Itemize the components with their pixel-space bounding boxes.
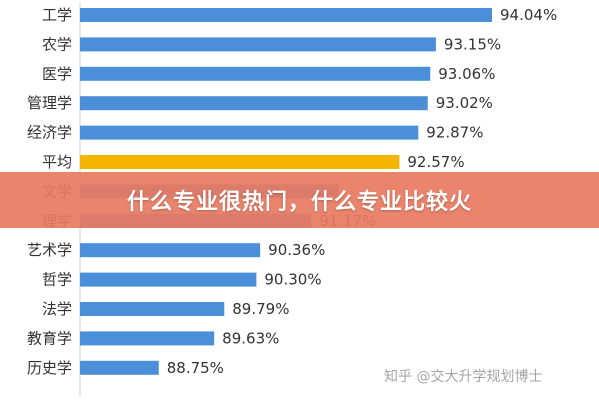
bar-4 <box>80 125 419 140</box>
value-label-3: 93.02% <box>436 94 493 112</box>
value-label-2: 93.06% <box>438 65 495 83</box>
bar-1 <box>80 37 436 52</box>
bar-8 <box>80 243 261 258</box>
bar-9 <box>80 272 257 287</box>
value-label-5: 92.57% <box>407 153 464 171</box>
value-label-11: 89.63% <box>222 329 279 347</box>
category-label-10: 法学 <box>42 300 72 318</box>
category-label-5: 平均 <box>42 153 72 171</box>
bar-12 <box>80 360 159 375</box>
value-label-10: 89.79% <box>232 300 289 318</box>
bar-0 <box>80 8 492 22</box>
bar-11 <box>80 331 215 346</box>
bar-10 <box>80 302 225 316</box>
value-label-8: 90.36% <box>268 241 325 259</box>
watermark: 知乎 @交大升学规划博士 <box>384 369 543 385</box>
category-label-12: 历史学 <box>27 359 72 377</box>
title-banner: 什么专业很热门，什么专业比较火 <box>0 172 599 228</box>
category-label-9: 哲学 <box>42 271 72 289</box>
value-label-0: 94.04% <box>500 6 557 24</box>
category-label-3: 管理学 <box>27 94 72 112</box>
bar-5 <box>80 155 400 169</box>
value-label-9: 90.30% <box>264 271 321 289</box>
category-label-2: 医学 <box>42 65 72 83</box>
category-label-4: 经济学 <box>27 124 72 142</box>
value-label-4: 92.87% <box>426 124 483 142</box>
value-label-12: 88.75% <box>167 359 224 377</box>
bar-2 <box>80 66 431 81</box>
category-label-0: 工学 <box>42 6 72 24</box>
category-label-8: 艺术学 <box>27 241 72 259</box>
category-label-11: 教育学 <box>27 329 72 347</box>
bar-3 <box>80 96 428 111</box>
value-label-1: 93.15% <box>444 35 501 53</box>
banner-title: 什么专业很热门，什么专业比较火 <box>126 190 472 215</box>
category-label-1: 农学 <box>42 35 72 53</box>
